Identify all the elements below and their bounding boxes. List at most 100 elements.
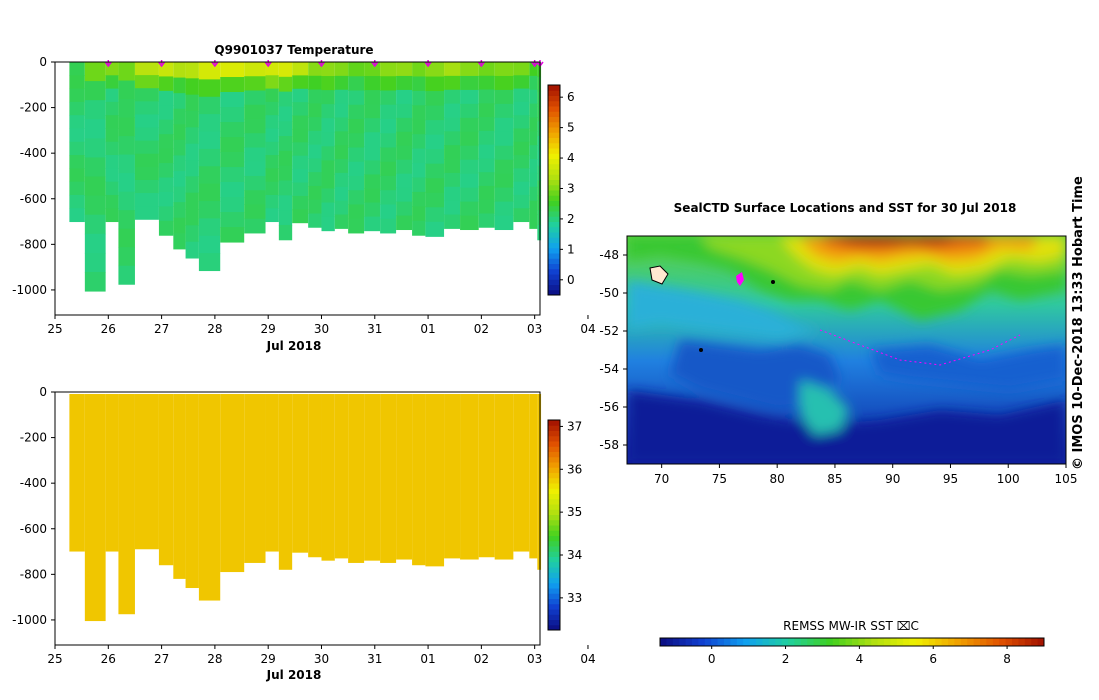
colorbar-segment xyxy=(548,420,560,426)
colorbar-segment xyxy=(548,530,560,536)
temp-cell xyxy=(537,106,542,122)
sst-colorbar-segment xyxy=(877,638,885,646)
x-tick-label: 31 xyxy=(367,652,382,666)
sst-colorbar-segment xyxy=(839,638,847,646)
temp-cell xyxy=(69,62,85,76)
temp-cell xyxy=(425,163,445,179)
sst-x-tick-label: 105 xyxy=(1055,472,1078,486)
temp-cell xyxy=(173,139,186,156)
temp-cell xyxy=(444,159,461,174)
temp-cell xyxy=(380,62,397,77)
temp-cell xyxy=(198,62,221,80)
temp-cell xyxy=(334,117,349,132)
temp-cell xyxy=(412,191,426,207)
sst-colorbar-segment xyxy=(711,638,719,646)
sst-x-tick-label: 90 xyxy=(885,472,900,486)
x-tick-label: 26 xyxy=(101,322,116,336)
temp-cell xyxy=(278,76,293,93)
temp-cell xyxy=(185,225,199,243)
colorbar-segment xyxy=(548,237,560,243)
temp-cell xyxy=(444,103,461,118)
temp-cell xyxy=(69,181,85,196)
sst-colorbar-segment xyxy=(660,638,667,646)
temp-cell xyxy=(244,218,266,234)
temp-cell xyxy=(412,163,426,178)
colorbar-segment xyxy=(548,289,560,296)
temp-cell xyxy=(494,173,514,189)
temp-cell xyxy=(478,172,495,187)
sal-cell xyxy=(444,394,461,559)
temp-cell xyxy=(321,118,335,133)
sal-cell xyxy=(364,394,381,561)
temp-cell xyxy=(278,136,293,152)
temp-cell xyxy=(173,233,186,250)
temp-cell xyxy=(334,131,349,146)
colorbar-segment xyxy=(548,577,560,584)
temp-title: Q9901037 Temperature xyxy=(214,43,373,57)
temp-cell xyxy=(84,195,106,216)
colorbar-tick-label: 1 xyxy=(567,242,575,256)
temp-cell xyxy=(265,115,279,129)
temp-cell xyxy=(412,177,426,193)
temp-cell xyxy=(118,80,135,100)
temp-cell xyxy=(321,174,335,189)
sst-y-tick-label: -56 xyxy=(599,400,619,414)
sst-y-tick-label: -58 xyxy=(599,438,619,452)
colorbar-segment xyxy=(548,200,560,207)
temp-cell xyxy=(244,133,266,148)
x-tick-label: 03 xyxy=(527,322,542,336)
sst-x-tick-label: 85 xyxy=(827,472,842,486)
x-tick-label: 27 xyxy=(154,322,169,336)
temp-cell xyxy=(364,104,381,119)
colorbar-segment xyxy=(548,514,560,521)
temp-cell xyxy=(494,75,514,91)
temp-cell xyxy=(244,204,266,220)
temp-cell xyxy=(529,62,538,77)
temp-cell xyxy=(134,75,159,89)
colorbar-segment xyxy=(548,561,560,568)
sal-cell xyxy=(494,394,514,560)
sst-map xyxy=(627,236,1066,464)
x-tick-label: 03 xyxy=(527,652,542,666)
temp-cell xyxy=(292,62,309,76)
sal-x-label: Jul 2018 xyxy=(266,668,322,682)
temp-cell xyxy=(529,200,538,216)
temp-cell xyxy=(513,128,530,143)
sal-cell xyxy=(478,394,495,558)
sst-colorbar-segment xyxy=(903,638,911,646)
colorbar-segment xyxy=(548,519,560,526)
colorbar-tick-label: 35 xyxy=(567,505,582,519)
temp-cell xyxy=(244,62,266,77)
sst-colorbar-segment xyxy=(1012,638,1019,646)
colorbar-segment xyxy=(548,551,560,557)
temp-cell xyxy=(220,122,245,138)
temp-cell xyxy=(478,199,495,214)
sst-colorbar-segment xyxy=(986,638,994,646)
temp-cell xyxy=(380,190,397,205)
temp-cell xyxy=(513,194,530,209)
x-tick-label: 28 xyxy=(207,652,222,666)
colorbar-segment xyxy=(548,253,560,259)
temp-cell xyxy=(380,204,397,220)
colorbar-segment xyxy=(548,121,560,128)
colorbar-segment xyxy=(548,158,560,165)
sst-colorbar-segment xyxy=(768,638,776,646)
sst-x-tick-label: 100 xyxy=(997,472,1020,486)
sst-x-axis: 70 75 80 85 90 95 100 105 xyxy=(654,464,1077,486)
colorbar-segment xyxy=(548,567,560,573)
temp-cell xyxy=(412,148,426,164)
sst-colorbar-segment xyxy=(794,638,802,646)
temp-cell xyxy=(158,191,174,207)
sst-colorbar-segment xyxy=(717,638,725,646)
temp-cell xyxy=(265,128,279,143)
temp-cell xyxy=(308,130,322,146)
temp-cell xyxy=(460,215,479,231)
sal-cell xyxy=(278,394,293,570)
sal-cell xyxy=(292,394,309,553)
temp-cell xyxy=(321,90,335,105)
temp-cell xyxy=(185,78,199,96)
temp-cell xyxy=(220,212,245,228)
temp-cell xyxy=(537,121,542,137)
temp-cell xyxy=(364,76,381,91)
temp-cell xyxy=(278,195,293,211)
